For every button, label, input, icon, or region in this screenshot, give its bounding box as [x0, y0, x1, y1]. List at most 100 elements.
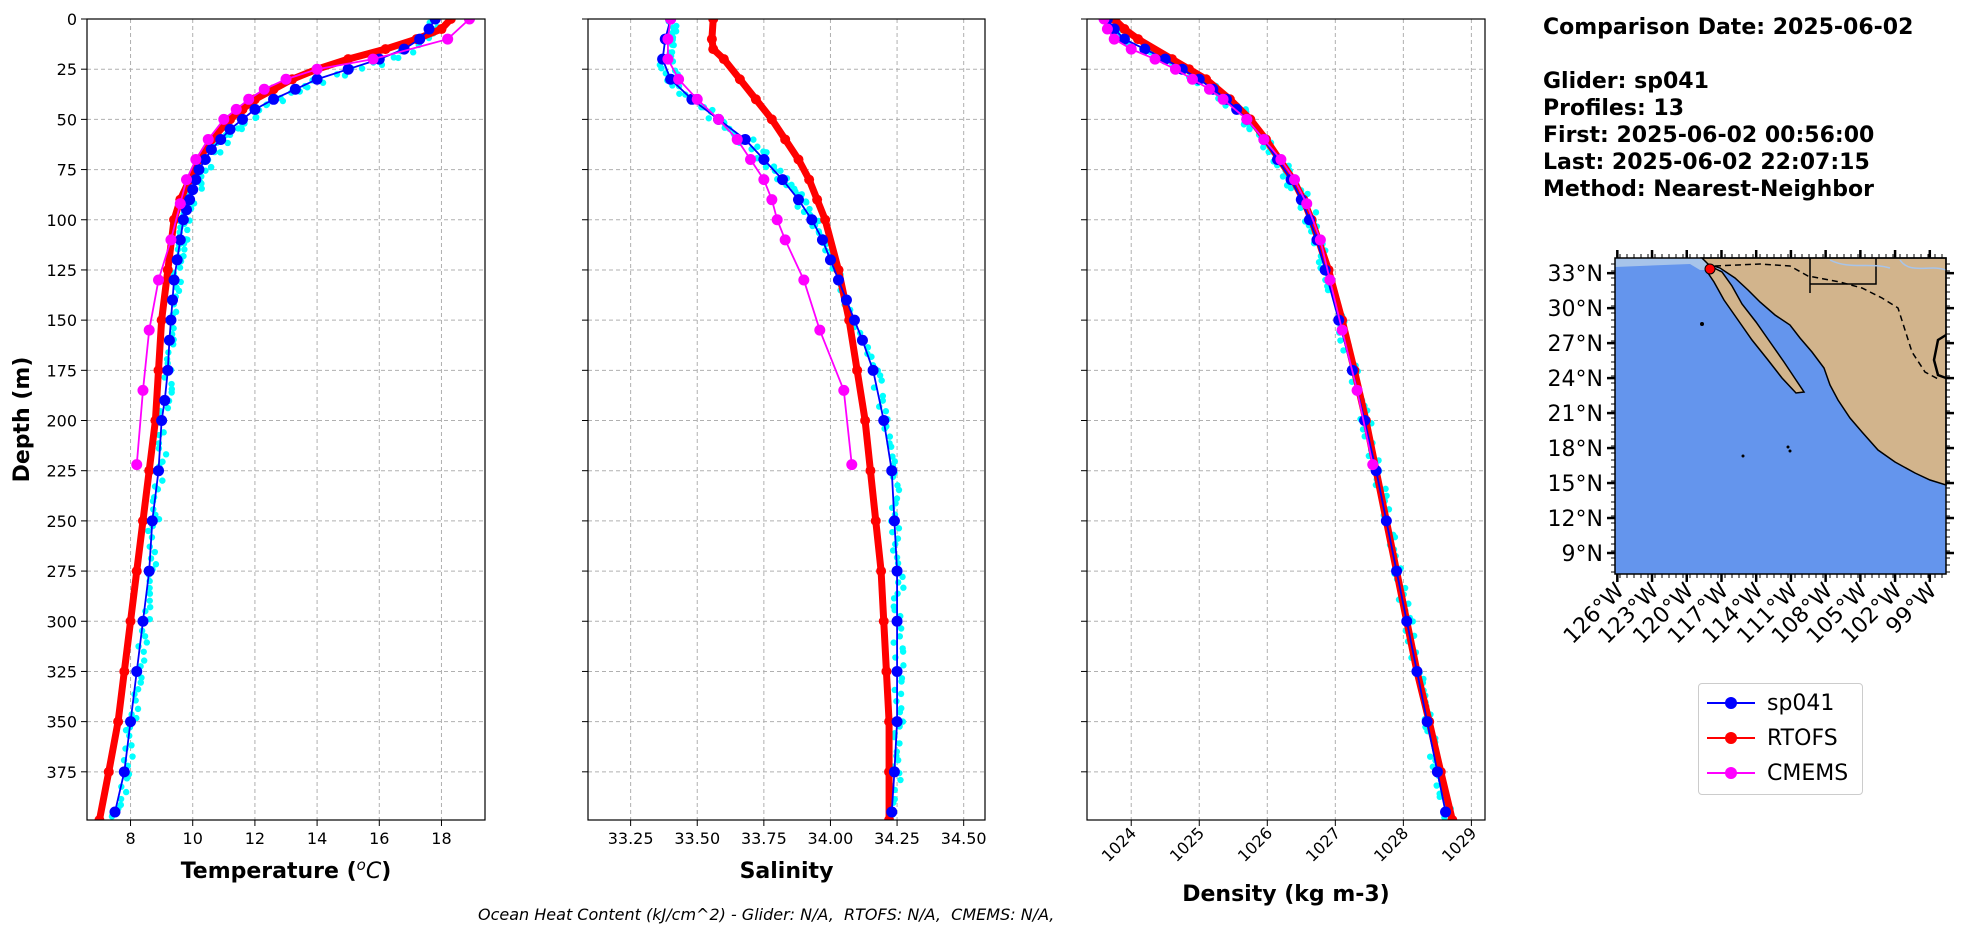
axes-frame	[587, 18, 986, 821]
glider-raw-point	[878, 377, 885, 384]
data-point-rtofs	[881, 666, 892, 677]
glider-raw-point	[151, 548, 159, 556]
glider-raw-point	[802, 198, 810, 205]
data-point-rtofs	[103, 766, 114, 777]
data-point-cmems	[1203, 83, 1215, 95]
data-point-rtofs	[734, 74, 745, 85]
data-point-cmems	[1367, 459, 1379, 471]
glider-raw-point	[147, 555, 155, 562]
data-point-cmems	[218, 113, 230, 125]
data-point-cmems	[713, 113, 725, 125]
glider-raw-point	[682, 91, 689, 98]
data-point-sp041	[816, 234, 828, 246]
y-tick-label: 375	[46, 763, 77, 782]
data-point-sp041	[342, 63, 354, 75]
data-point-sp041	[891, 716, 903, 728]
data-point-sp041	[1139, 43, 1151, 55]
glider-raw-point	[894, 579, 902, 586]
glider-raw-point	[1279, 173, 1287, 180]
data-point-rtofs	[436, 24, 447, 35]
data-point-sp041	[1401, 615, 1413, 627]
glider-raw-point	[868, 353, 875, 360]
map-island	[1700, 322, 1704, 326]
data-point-sp041	[1431, 766, 1443, 778]
data-point-rtofs	[708, 44, 719, 55]
map-island	[1741, 454, 1745, 458]
map-coast-east	[1932, 333, 1947, 380]
data-point-cmems	[1149, 53, 1161, 65]
data-point-sp041	[856, 334, 868, 346]
data-point-cmems	[1301, 198, 1313, 210]
data-point-rtofs	[706, 34, 717, 45]
data-point-cmems	[367, 53, 379, 65]
legend-label: RTOFS	[1767, 725, 1838, 751]
map-island	[1786, 445, 1790, 449]
data-point-rtofs	[750, 94, 761, 105]
glider-raw-point	[1260, 144, 1267, 151]
series-line-cmems	[667, 19, 853, 465]
data-point-sp041	[891, 615, 903, 627]
data-point-cmems	[1098, 19, 1110, 25]
data-point-cmems	[814, 324, 826, 336]
glider-raw-point	[128, 742, 135, 749]
x-tick-label: 1027	[1302, 823, 1344, 865]
x-tick-label: 33.50	[674, 829, 720, 848]
data-point-cmems	[258, 83, 270, 95]
glider-raw-point	[806, 205, 813, 213]
x-tick-label: 1026	[1234, 823, 1276, 865]
y-tick-label: 275	[46, 562, 77, 581]
glider-raw-point	[164, 404, 172, 412]
data-point-rtofs	[343, 54, 354, 65]
glider-raw-point	[890, 639, 897, 646]
data-point-sp041	[167, 294, 179, 306]
x-tick-label: 34.50	[941, 829, 987, 848]
map-lat-label: 27°N	[1548, 332, 1603, 357]
data-point-cmems	[665, 19, 677, 25]
glider-raw-point	[896, 709, 904, 716]
data-point-rtofs	[804, 174, 815, 185]
glider-raw-point	[762, 163, 770, 171]
map-lat-label: 18°N	[1548, 437, 1603, 462]
legend-item-cmems: CMEMS	[1707, 758, 1848, 788]
data-point-cmems	[1241, 113, 1253, 125]
glider-raw-point	[140, 657, 148, 664]
data-point-cmems	[243, 93, 255, 105]
glider-raw-point	[1337, 337, 1344, 344]
glider-raw-point	[198, 185, 205, 192]
data-point-sp041	[840, 294, 852, 306]
data-point-sp041	[163, 334, 175, 346]
data-point-sp041	[414, 33, 426, 45]
glider-raw-point	[145, 527, 152, 535]
data-point-cmems	[143, 324, 155, 336]
map-lat-label: 30°N	[1548, 297, 1603, 322]
map-island	[1788, 449, 1792, 453]
data-point-cmems	[838, 384, 850, 396]
data-point-cmems	[1101, 23, 1113, 35]
map-lat-label: 21°N	[1548, 402, 1603, 427]
data-point-sp041	[174, 234, 186, 246]
data-point-rtofs	[125, 616, 136, 627]
legend-label: CMEMS	[1767, 760, 1849, 786]
glider-raw-point	[897, 625, 905, 632]
data-point-cmems	[1186, 73, 1198, 85]
ocean-heat-content-note: Ocean Heat Content (kJ/cm^2) - Glider: N…	[478, 905, 1055, 924]
data-point-sp041	[888, 515, 900, 527]
data-point-rtofs	[870, 515, 881, 526]
y-tick-label: 325	[46, 662, 77, 681]
glider-raw-point	[152, 561, 160, 568]
glider-raw-point	[777, 167, 784, 175]
glider-raw-point	[897, 690, 905, 698]
data-point-cmems	[442, 33, 454, 45]
data-point-sp041	[758, 154, 770, 166]
data-point-sp041	[177, 214, 189, 226]
data-point-cmems	[131, 459, 143, 471]
glider-raw-point	[134, 686, 142, 693]
x-axis-title: Temperature (oC)	[181, 856, 392, 884]
data-point-rtofs	[153, 365, 164, 376]
data-point-sp041	[429, 19, 441, 25]
data-point-cmems	[691, 93, 703, 105]
legend-label: sp041	[1767, 690, 1835, 716]
glider-raw-point	[146, 590, 154, 597]
glider-raw-point	[122, 788, 130, 796]
y-tick-label: 200	[46, 412, 77, 431]
